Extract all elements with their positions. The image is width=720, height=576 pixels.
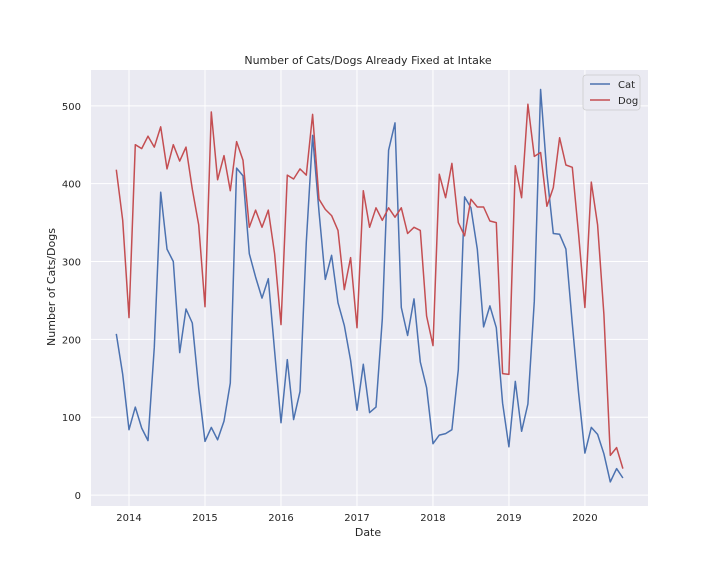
- x-tick-label: 2015: [192, 513, 217, 524]
- x-tick-label: 2019: [496, 513, 521, 524]
- legend-label-cat: Cat: [618, 80, 635, 91]
- legend: Cat Dog: [582, 74, 641, 111]
- series-line-dog: [115, 103, 624, 469]
- series-line-cat: [115, 88, 624, 483]
- x-tick-label: 2014: [116, 513, 141, 524]
- y-tick-labels: 0 100 200 300 400 500: [62, 102, 81, 502]
- x-tick-label: 2016: [268, 513, 293, 524]
- y-tick-label: 100: [62, 413, 81, 424]
- x-tick-label: 2020: [572, 513, 597, 524]
- y-tick-label: 0: [75, 491, 81, 502]
- series-layer: [115, 88, 624, 483]
- chart-title: Number of Cats/Dogs Already Fixed at Int…: [244, 54, 492, 67]
- x-axis-label: Date: [355, 526, 382, 539]
- y-tick-label: 300: [62, 258, 81, 269]
- y-tick-label: 400: [62, 180, 81, 191]
- x-tick-label: 2017: [344, 513, 369, 524]
- y-tick-label: 200: [62, 335, 81, 346]
- plot-area: [91, 70, 648, 506]
- x-tick-labels: 2014 2015 2016 2017 2018 2019 2020: [116, 513, 597, 524]
- x-tick-label: 2018: [420, 513, 445, 524]
- y-tick-label: 500: [62, 102, 81, 113]
- legend-label-dog: Dog: [618, 96, 638, 107]
- y-gridlines: [91, 105, 648, 496]
- y-axis-label: Number of Cats/Dogs: [45, 228, 58, 346]
